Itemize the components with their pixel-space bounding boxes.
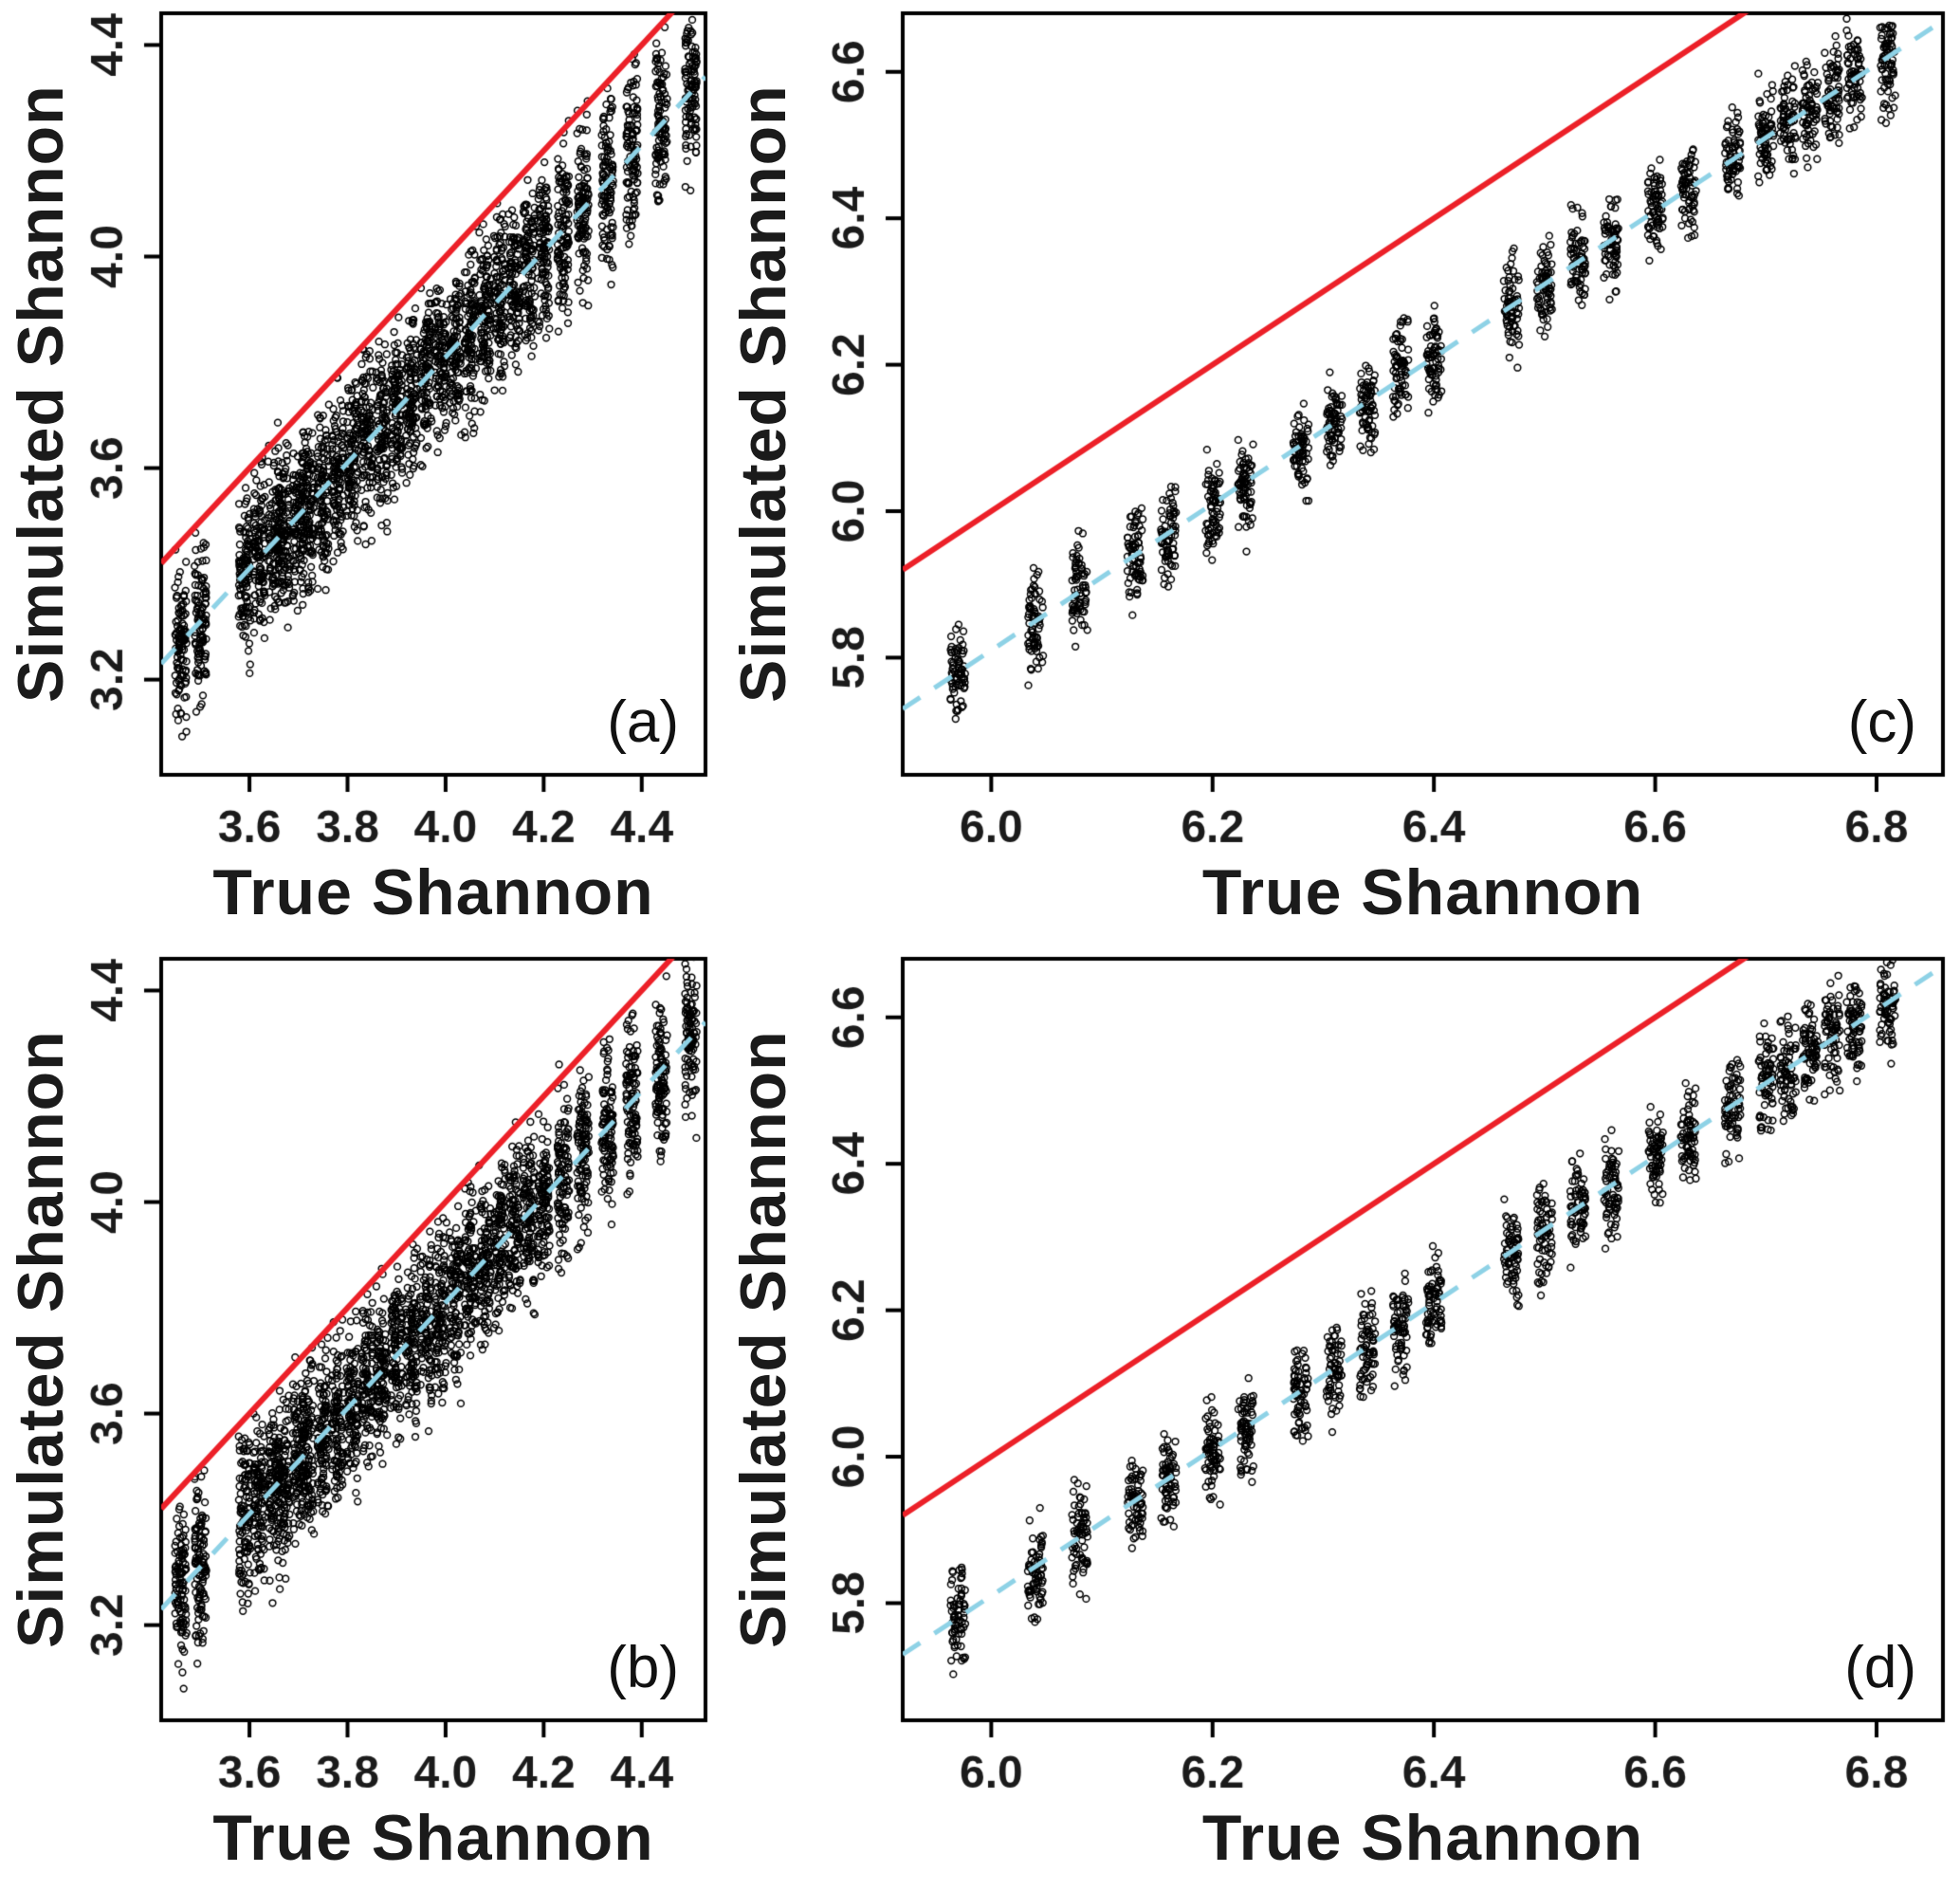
panel-b-x-axis-title: True Shannon [212, 1802, 654, 1874]
panel-d: Simulated Shannon True Shannon (d) [723, 946, 1960, 1891]
panel-a-y-axis-title: Simulated Shannon [5, 84, 77, 704]
panel-a-x-axis-title: True Shannon [212, 856, 654, 928]
panel-b-plot [0, 946, 723, 1891]
panel-c-label: (c) [1847, 689, 1916, 755]
panel-c-x-axis-title: True Shannon [1201, 856, 1644, 928]
panel-a-plot [0, 0, 723, 946]
panel-d-plot [723, 946, 1960, 1891]
panel-d-y-axis-title: Simulated Shannon [727, 1030, 799, 1649]
panel-c-plot [723, 0, 1960, 946]
panel-a-label: (a) [607, 689, 679, 755]
panel-c: Simulated Shannon True Shannon (c) [723, 0, 1960, 946]
panel-b-y-axis-title: Simulated Shannon [5, 1030, 77, 1649]
panel-c-y-axis-title: Simulated Shannon [727, 84, 799, 704]
panel-b-label: (b) [607, 1635, 679, 1700]
panel-b: Simulated Shannon True Shannon (b) [0, 946, 723, 1891]
panel-d-x-axis-title: True Shannon [1201, 1802, 1644, 1874]
panel-d-label: (d) [1844, 1635, 1916, 1700]
panel-a: Simulated Shannon True Shannon (a) [0, 0, 723, 946]
